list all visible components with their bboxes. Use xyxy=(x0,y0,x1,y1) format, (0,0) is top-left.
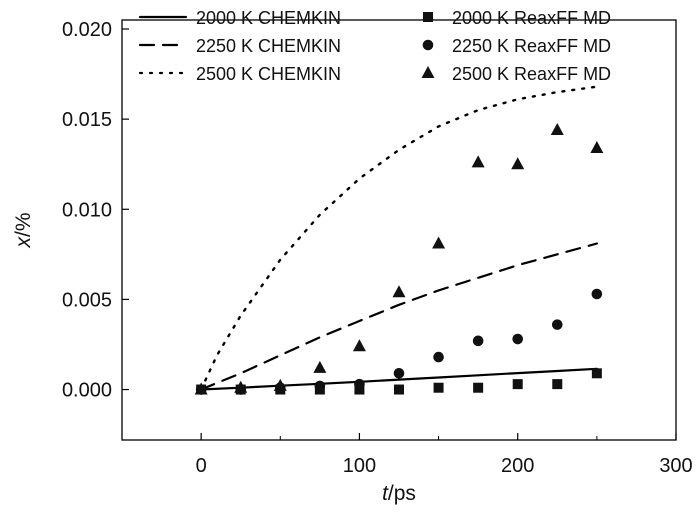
series-line xyxy=(199,85,599,391)
legend-marker-sample xyxy=(421,66,435,78)
line-series-group xyxy=(199,85,599,391)
legend: 2000 K CHEMKIN 2250 K CHEMKIN 2500 K CHEMK… xyxy=(138,8,611,84)
data-point xyxy=(313,360,327,373)
axis-ticks: 0 100 200 300 0.000 0.005 0.010 0.015 0.020 xyxy=(62,19,693,477)
data-point xyxy=(392,285,406,298)
data-point xyxy=(234,380,248,393)
data-point xyxy=(433,351,444,363)
data-point xyxy=(591,288,603,300)
data-point xyxy=(512,333,524,345)
data-point xyxy=(591,368,602,379)
x-tick-label: 200 xyxy=(501,455,534,477)
data-point xyxy=(473,382,484,393)
data-point xyxy=(394,384,404,395)
data-point xyxy=(471,155,485,168)
data-point xyxy=(314,380,326,392)
data-point xyxy=(472,335,484,347)
plot-frame xyxy=(121,19,677,441)
marker-series-group xyxy=(194,122,604,395)
y-tick-label: 0.010 xyxy=(62,199,112,221)
legend-marker-sample xyxy=(423,12,433,22)
data-point xyxy=(273,378,287,391)
data-point xyxy=(433,382,444,393)
data-point xyxy=(550,122,564,135)
legend-label: 2500 K CHEMKIN xyxy=(196,64,341,84)
data-point xyxy=(590,140,604,153)
legend-label: 2000 K ReaxFF MD xyxy=(452,8,611,28)
data-point xyxy=(354,384,365,395)
data-point xyxy=(194,382,208,395)
legend-label: 2250 K ReaxFF MD xyxy=(452,36,611,56)
x-axis-label: t/ps xyxy=(382,482,416,505)
data-point xyxy=(352,339,366,352)
data-point xyxy=(511,157,525,170)
y-tick-label: 0.005 xyxy=(62,289,112,311)
x-tick-label: 0 xyxy=(196,455,207,477)
legend-label: 2250 K CHEMKIN xyxy=(196,36,341,56)
y-tick-label: 0.020 xyxy=(62,19,112,41)
data-point xyxy=(552,379,563,390)
x-tick-label: 300 xyxy=(659,455,692,477)
x-tick-label: 100 xyxy=(343,455,376,477)
legend-marker-sample xyxy=(422,39,434,51)
data-point xyxy=(551,319,563,330)
legend-label: 2000 K CHEMKIN xyxy=(196,8,341,28)
series-line xyxy=(200,242,599,391)
series-line xyxy=(200,367,599,391)
legend-label: 2500 K ReaxFF MD xyxy=(452,64,611,84)
y-axis-label: x/% xyxy=(12,212,35,248)
data-point xyxy=(432,236,446,249)
y-tick-label: 0.000 xyxy=(62,380,112,402)
data-point xyxy=(393,368,405,379)
data-point xyxy=(512,379,523,390)
y-tick-label: 0.015 xyxy=(62,109,112,131)
data-point xyxy=(354,378,365,390)
